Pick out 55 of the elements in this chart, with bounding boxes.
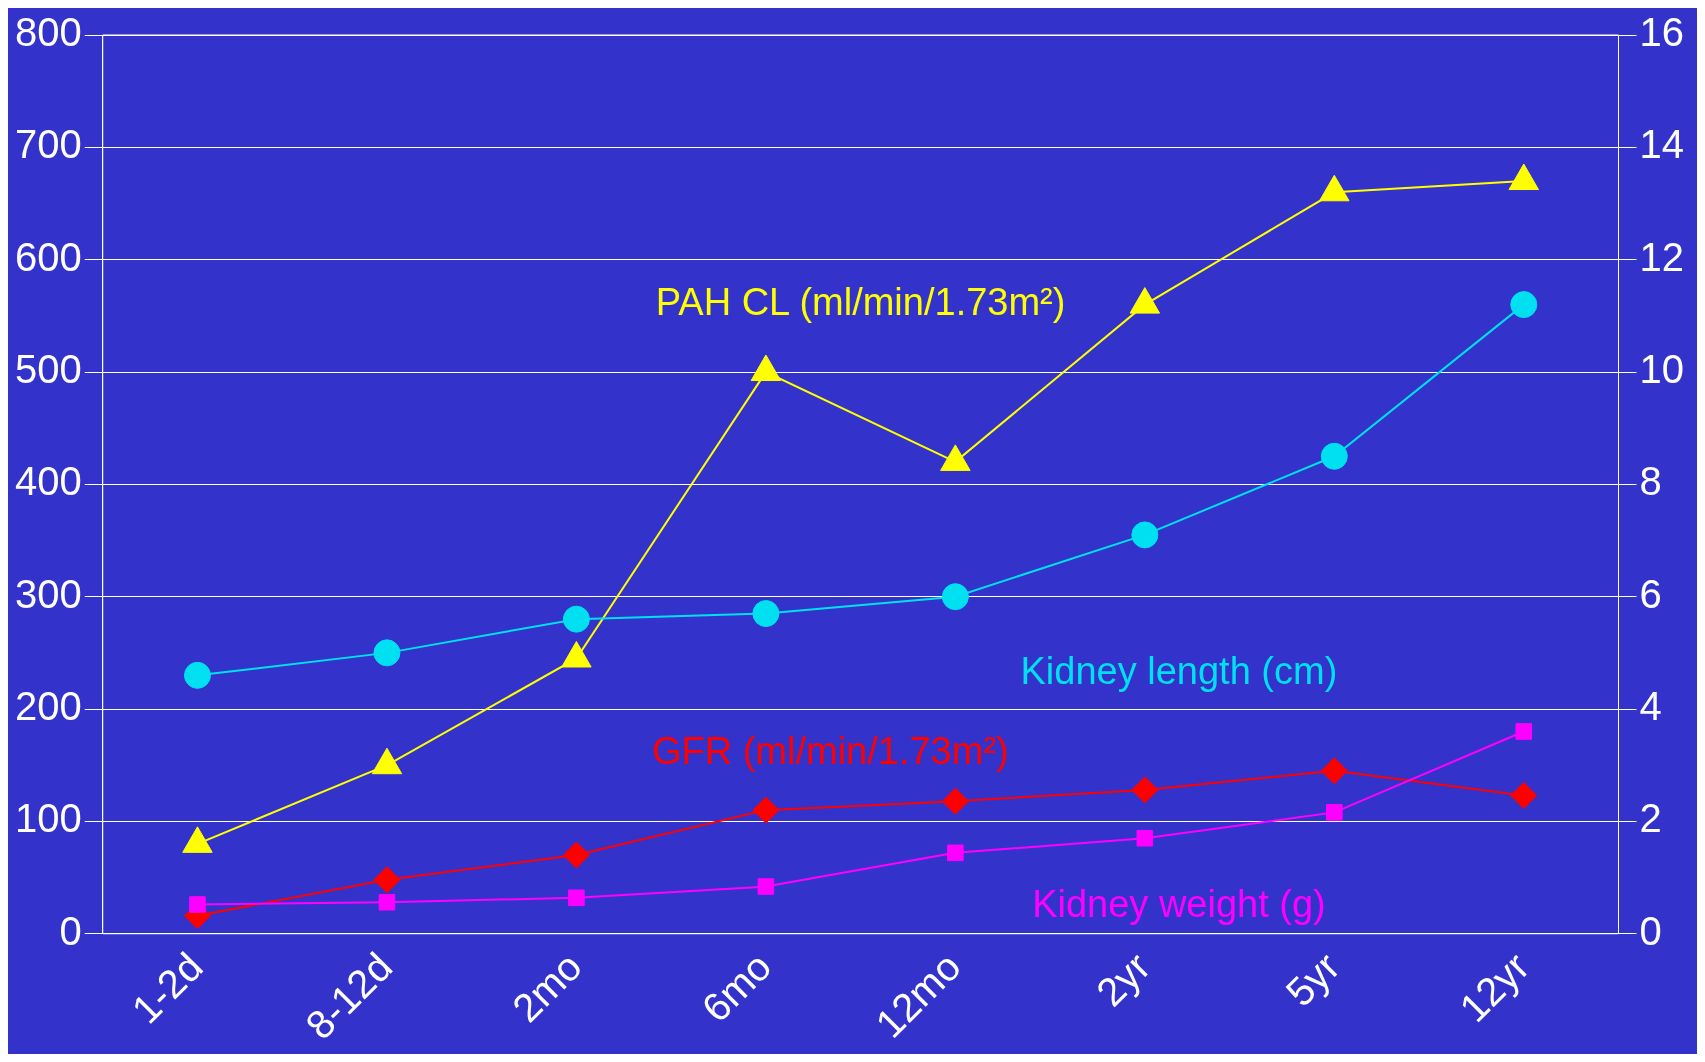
y2-tick-label: 10 — [1639, 347, 1685, 392]
point — [568, 889, 585, 907]
point — [1131, 776, 1159, 804]
point — [940, 444, 971, 471]
x-tick-label: 12yr — [1451, 944, 1538, 1031]
x-tick-label: 2yr — [1087, 944, 1159, 1015]
point — [1508, 163, 1539, 191]
y-tick-label: 500 — [14, 347, 82, 392]
x-tick-label: 6mo — [693, 944, 780, 1031]
point — [1326, 804, 1343, 821]
point — [378, 893, 396, 911]
point — [941, 787, 969, 815]
y2-tick-label: 16 — [1639, 10, 1685, 55]
y2-tick-label: 14 — [1639, 122, 1685, 167]
point — [373, 866, 401, 894]
point — [1510, 291, 1538, 319]
series-label: Kidney length (cm) — [1020, 649, 1338, 692]
x-tick-label: 5yr — [1277, 944, 1348, 1015]
series-label: PAH CL (ml/min/1.73m²) — [655, 281, 1066, 324]
point — [1320, 442, 1348, 470]
point — [752, 796, 780, 824]
y-tick-label: 600 — [14, 234, 82, 279]
y2-tick-label: 2 — [1639, 796, 1662, 841]
point — [1515, 723, 1533, 740]
y-tick-label: 200 — [14, 684, 82, 729]
y-tick-label: 400 — [14, 459, 82, 504]
series-label: GFR (ml/min/1.73m²) — [651, 730, 1009, 773]
y2-tick-label: 12 — [1639, 234, 1685, 279]
y2-tick-label: 0 — [1639, 908, 1662, 953]
point — [1320, 757, 1348, 785]
point — [750, 354, 782, 382]
point — [1131, 521, 1159, 549]
y-tick-label: 800 — [14, 10, 82, 55]
point — [562, 605, 590, 633]
point — [752, 600, 780, 628]
point — [562, 841, 590, 869]
point — [947, 844, 964, 862]
point — [1510, 782, 1538, 810]
point — [373, 639, 401, 667]
point — [941, 583, 969, 611]
y-tick-label: 700 — [14, 122, 82, 167]
point — [189, 896, 206, 913]
point — [1319, 174, 1350, 202]
x-tick-label: 2mo — [503, 944, 590, 1031]
y-tick-label: 0 — [59, 908, 82, 953]
y-tick-label: 100 — [14, 796, 82, 841]
point — [1136, 829, 1154, 847]
y2-tick-label: 6 — [1639, 571, 1662, 616]
series-label: Kidney weight (g) — [1032, 883, 1326, 926]
point — [757, 878, 775, 895]
y2-tick-label: 4 — [1639, 684, 1662, 729]
y-tick-label: 300 — [14, 571, 82, 616]
point — [1129, 287, 1161, 314]
point — [183, 661, 211, 689]
y2-tick-label: 8 — [1639, 459, 1662, 504]
